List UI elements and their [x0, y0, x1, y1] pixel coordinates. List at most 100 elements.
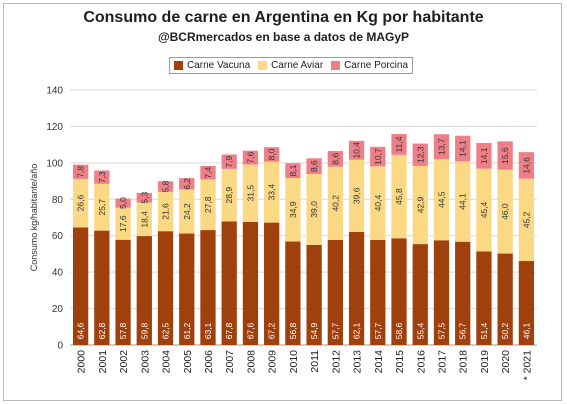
- data-label-aviar: 21,6: [161, 203, 171, 220]
- x-tick-label: 2014: [373, 350, 385, 374]
- data-label-vacuna: 57,7: [330, 322, 340, 339]
- bar-vacuna: [306, 245, 322, 345]
- data-label-porcina: 14,1: [479, 147, 489, 164]
- data-label-aviar: 34,9: [288, 201, 298, 218]
- data-label-porcina: 7,6: [245, 151, 255, 163]
- data-label-aviar: 40,2: [330, 195, 340, 212]
- y-tick-label: 0: [57, 341, 63, 352]
- legend-swatch-aviar: [258, 61, 268, 70]
- data-label-vacuna: 63,1: [203, 322, 213, 339]
- bar-porcina: [476, 143, 492, 169]
- x-tick-label: * 2021: [521, 350, 533, 381]
- bar-vacuna: [476, 251, 492, 345]
- bar-aviar: [242, 164, 259, 222]
- bar-vacuna: [264, 222, 280, 345]
- data-label-vacuna: 55,4: [415, 322, 425, 339]
- bar-aviar: [72, 178, 89, 228]
- legend-item-aviar: Carne Aviar: [258, 60, 323, 71]
- data-label-vacuna: 54,9: [309, 322, 319, 339]
- data-label-aviar: 46,0: [500, 203, 510, 220]
- bar-porcina: [433, 134, 450, 160]
- x-tick-label: 2002: [118, 350, 130, 374]
- bar-porcina: [94, 170, 110, 184]
- bar-porcina: [200, 165, 216, 180]
- data-label-aviar: 33,4: [267, 184, 277, 201]
- bar-aviar: [115, 207, 131, 240]
- data-label-porcina: 6,2: [182, 178, 192, 190]
- bar-aviar: [476, 168, 492, 252]
- data-label-porcina: 7,4: [203, 167, 213, 179]
- data-label-vacuna: 61,2: [182, 322, 192, 339]
- data-label-aviar: 45,8: [394, 188, 404, 205]
- data-label-vacuna: 62,5: [161, 322, 171, 339]
- bar-vacuna: [348, 231, 365, 345]
- bar-aviar: [306, 173, 322, 246]
- bar-aviar: [518, 178, 535, 262]
- bar-aviar: [285, 177, 301, 242]
- y-tick-label: 100: [46, 158, 63, 169]
- data-label-porcina: 7,8: [76, 166, 86, 178]
- y-tick-label: 20: [52, 304, 64, 315]
- data-label-vacuna: 67,8: [224, 322, 234, 339]
- x-tick-label: 2004: [161, 350, 173, 374]
- x-tick-label: 2010: [288, 350, 300, 374]
- bar-vacuna: [412, 244, 428, 345]
- x-tick-label: 2013: [352, 350, 364, 374]
- data-label-porcina: 13,7: [436, 138, 446, 155]
- bar-vacuna: [242, 221, 259, 345]
- bar-porcina: [285, 163, 301, 178]
- data-label-vacuna: 62,1: [352, 322, 362, 339]
- bar-porcina: [72, 164, 89, 179]
- bar-porcina: [391, 134, 407, 155]
- data-label-porcina: 10,4: [352, 142, 362, 159]
- x-tick-label: 2008: [245, 350, 257, 374]
- data-label-aviar: 31,5: [245, 185, 255, 202]
- y-tick-label: 40: [52, 268, 64, 279]
- bar-porcina: [306, 158, 322, 174]
- data-label-vacuna: 46,1: [521, 322, 531, 339]
- data-label-porcina: 8,6: [309, 160, 319, 172]
- data-label-vacuna: 57,8: [118, 322, 128, 339]
- data-label-vacuna: 64,6: [76, 322, 86, 339]
- y-tick-label: 140: [46, 86, 63, 97]
- data-label-porcina: 12,3: [415, 146, 425, 163]
- data-label-vacuna: 57,5: [436, 322, 446, 339]
- data-label-porcina: 8,6: [330, 153, 340, 165]
- bar-porcina: [221, 154, 237, 169]
- x-tick-label: 2011: [309, 350, 321, 373]
- data-label-aviar: 17,6: [118, 215, 128, 232]
- legend-item-vacuna: Carne Vacuna: [173, 60, 250, 71]
- y-tick-label: 80: [52, 195, 64, 206]
- x-tick-label: 2001: [97, 350, 109, 374]
- x-tick-label: 2018: [458, 350, 470, 374]
- legend-label-porcina: Carne Porcina: [344, 60, 408, 71]
- x-tick-label: 2003: [139, 350, 151, 374]
- bar-porcina: [455, 135, 471, 162]
- legend-item-porcina: Carne Porcina: [331, 60, 408, 71]
- bar-aviar: [327, 166, 343, 240]
- data-label-vacuna: 62,8: [97, 322, 107, 339]
- data-label-aviar: 24,2: [182, 203, 192, 220]
- data-label-porcina: 5,0: [118, 197, 128, 209]
- bar-aviar: [348, 159, 365, 232]
- bar-porcina: [179, 178, 195, 190]
- y-tick-label: 120: [46, 122, 63, 133]
- data-label-aviar: 39,0: [309, 201, 319, 218]
- data-label-porcina: 7,9: [224, 155, 234, 167]
- data-label-aviar: 42,9: [415, 196, 425, 213]
- chart-subtitle: @BCRmercados en base a datos de MAGyP: [157, 30, 410, 44]
- data-label-aviar: 45,4: [479, 201, 489, 218]
- x-tick-label: 2009: [267, 350, 279, 374]
- bar-vacuna: [200, 230, 216, 345]
- x-tick-label: 2000: [76, 350, 88, 374]
- data-label-aviar: 40,4: [373, 195, 383, 212]
- bar-porcina: [348, 140, 365, 160]
- data-label-aviar: 25,7: [97, 199, 107, 216]
- bar-porcina: [264, 147, 280, 162]
- bar-vacuna: [327, 239, 343, 345]
- y-tick-label: 60: [52, 231, 64, 242]
- data-label-porcina: 7,3: [97, 171, 107, 183]
- bar-vacuna: [497, 253, 513, 345]
- data-label-aviar: 27,8: [203, 196, 213, 213]
